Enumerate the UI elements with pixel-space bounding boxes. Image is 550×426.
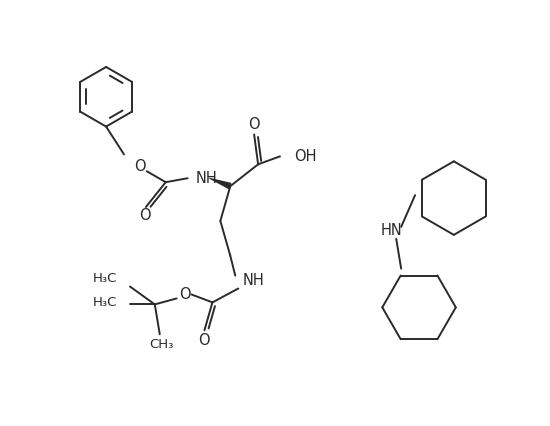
Text: O: O	[134, 159, 146, 174]
Text: O: O	[139, 208, 151, 224]
Text: NH: NH	[195, 171, 217, 186]
Text: CH₃: CH₃	[150, 338, 174, 351]
Polygon shape	[209, 178, 232, 190]
Text: O: O	[197, 333, 210, 348]
Text: NH: NH	[242, 273, 264, 288]
Text: O: O	[248, 117, 260, 132]
Text: HN: HN	[381, 223, 402, 239]
Text: O: O	[179, 287, 190, 302]
Text: H₃C: H₃C	[92, 296, 117, 309]
Text: OH: OH	[294, 149, 316, 164]
Text: H₃C: H₃C	[92, 272, 117, 285]
